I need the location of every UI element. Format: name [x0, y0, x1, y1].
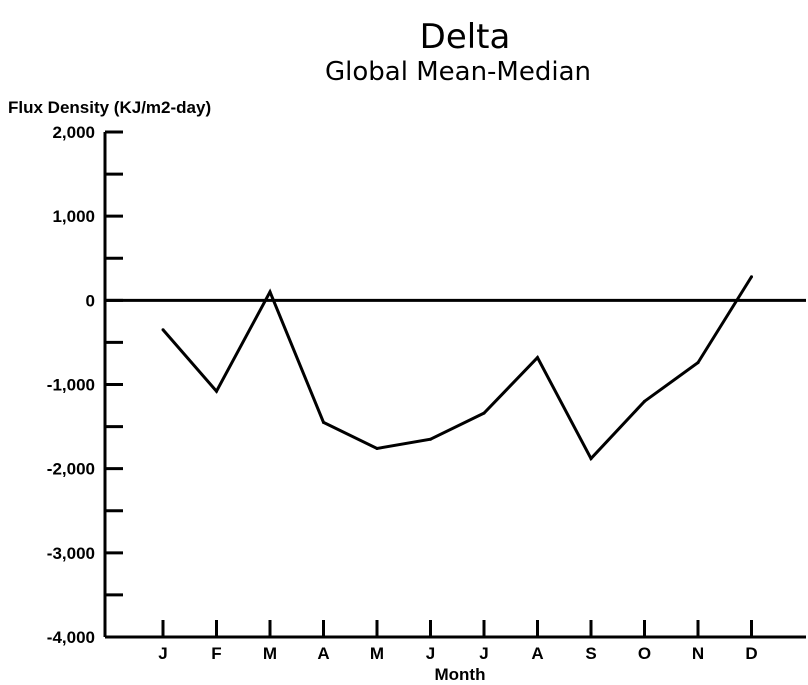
- data-point: [643, 399, 646, 403]
- data-point: [589, 457, 593, 461]
- x-tick-label: F: [211, 644, 221, 663]
- x-tick-label: S: [585, 644, 596, 663]
- data-point: [482, 411, 486, 415]
- x-tick-label: J: [479, 644, 488, 663]
- data-point: [375, 446, 379, 450]
- data-point: [429, 437, 432, 441]
- chart-subtitle: Global Mean-Median: [325, 57, 591, 87]
- series-group: [161, 275, 753, 462]
- data-point: [215, 389, 218, 393]
- y-tick-label: 2,000: [52, 123, 95, 142]
- data-point: [161, 328, 165, 332]
- x-tick-label: O: [638, 644, 651, 663]
- x-tick-label: A: [531, 644, 543, 663]
- y-tick-label: 0: [86, 291, 95, 310]
- x-axis-label: Month: [435, 665, 486, 684]
- y-tick-label: -2,000: [47, 460, 95, 479]
- y-tick-label: 1,000: [52, 207, 95, 226]
- x-tick-label: M: [370, 644, 384, 663]
- y-tick-label: -4,000: [47, 628, 95, 647]
- chart-title: Delta: [420, 17, 511, 57]
- x-tick-label: N: [692, 644, 704, 663]
- data-point: [696, 361, 700, 365]
- x-tick-label: J: [158, 644, 167, 663]
- x-tick-label: A: [317, 644, 329, 663]
- data-point: [750, 275, 753, 279]
- y-axis-label: Flux Density (KJ/m2-day): [8, 98, 211, 117]
- y-axis-ticks: -4,000 -3,000 -2,000 -1,000 0 1,000 2,000: [47, 123, 123, 647]
- y-tick-label: -3,000: [47, 544, 95, 563]
- data-point: [536, 356, 539, 360]
- x-tick-label: M: [263, 644, 277, 663]
- data-point: [322, 420, 325, 424]
- data-point: [268, 290, 272, 294]
- x-tick-label: D: [745, 644, 757, 663]
- y-tick-label: -1,000: [47, 376, 95, 395]
- x-tick-label: J: [426, 644, 435, 663]
- series-line: [161, 275, 753, 462]
